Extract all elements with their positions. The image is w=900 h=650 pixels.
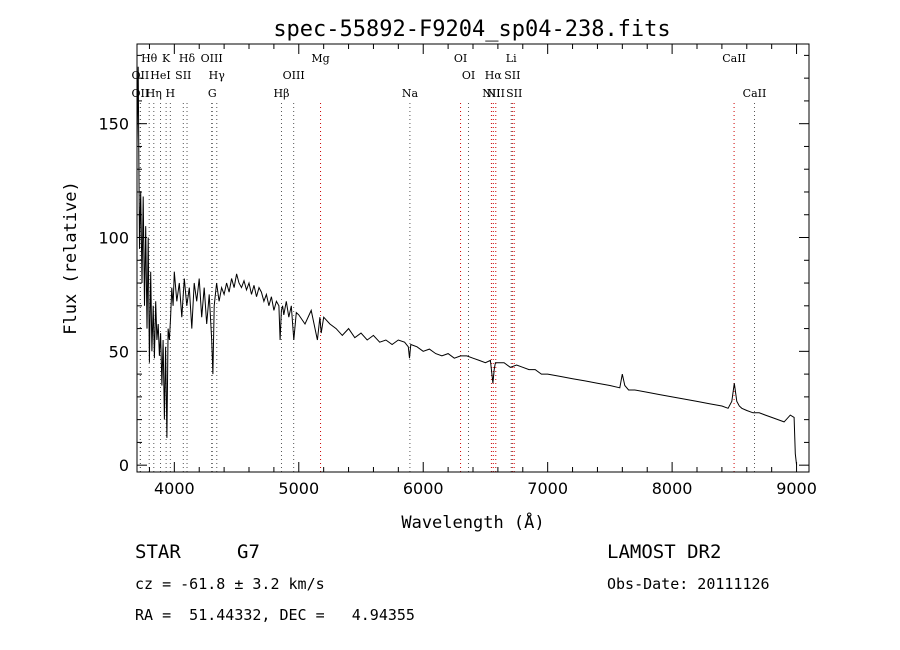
spectral-line-label: SII — [504, 69, 520, 82]
spectral-line-label: OIII — [283, 69, 305, 82]
spectral-line-label: Hδ — [179, 52, 196, 65]
spectral-line-label: HeI — [150, 69, 170, 82]
spectrum-line — [136, 66, 798, 466]
object-class: STAR — [135, 541, 181, 563]
spectral-line-label: Hβ — [274, 87, 290, 100]
spectral-line-label: Hα — [485, 69, 503, 82]
y-tick-label: 150 — [98, 115, 129, 134]
spectral-line-label: OIII — [201, 52, 223, 65]
spectral-line-label: G — [208, 87, 217, 100]
y-tick-label: 0 — [119, 456, 129, 475]
obs-date: Obs-Date: 20111126 — [607, 575, 770, 593]
survey-name: LAMOST DR2 — [607, 541, 722, 563]
spectral-line-label: SII — [506, 87, 522, 100]
y-axis-label: Flux (relative) — [61, 181, 81, 335]
x-tick-label: 5000 — [278, 479, 319, 498]
spectral-line-label: K — [162, 52, 171, 65]
spectral-line-markers: OII OII Hθ Hη HeI K H SII Hδ OIII G Hγ Hβ OIII Mg Na OI O… — [132, 52, 767, 472]
spectral-line-label: OII — [132, 69, 150, 82]
spectral-line-label: OI — [462, 69, 475, 82]
subclass: G7 — [237, 541, 260, 563]
spectral-line-label: Hγ — [209, 69, 226, 82]
spectral-line-label: NII — [482, 87, 500, 100]
x-tick-label: 6000 — [403, 479, 444, 498]
spectral-line-label: Hη — [146, 87, 162, 100]
spectral-line-label: Mg — [311, 52, 329, 65]
plot-frame — [136, 43, 810, 473]
chart-title: spec-55892-F9204_sp04-238.fits — [273, 17, 670, 42]
spectral-line-label: CaII — [722, 52, 746, 65]
axis-ticks: 4000 5000 6000 7000 8000 9000 0 50 100 150 — [98, 44, 817, 498]
spectral-line-label: Li — [506, 52, 517, 65]
spectral-line-label: H — [166, 87, 176, 100]
spectral-line-label: OI — [454, 52, 467, 65]
x-tick-label: 4000 — [154, 479, 195, 498]
x-tick-label: 8000 — [652, 479, 693, 498]
y-tick-label: 100 — [98, 229, 129, 248]
spectral-line-label: CaII — [743, 87, 767, 100]
spectral-line-label: OII — [132, 87, 150, 100]
spectral-line-label: SII — [175, 69, 191, 82]
spectral-line-label: Hθ — [141, 52, 158, 65]
spectral-line-label: NII — [487, 87, 505, 100]
redshift-readout: cz = -61.8 ± 3.2 km/s — [135, 575, 325, 593]
x-axis-label: Wavelength (Å) — [401, 511, 544, 533]
x-tick-label: 9000 — [776, 479, 817, 498]
coordinates: RA = 51.44332, DEC = 4.94355 — [135, 606, 415, 624]
x-tick-label: 7000 — [527, 479, 568, 498]
spectral-line-label: Na — [402, 87, 419, 100]
y-tick-label: 50 — [109, 342, 129, 361]
